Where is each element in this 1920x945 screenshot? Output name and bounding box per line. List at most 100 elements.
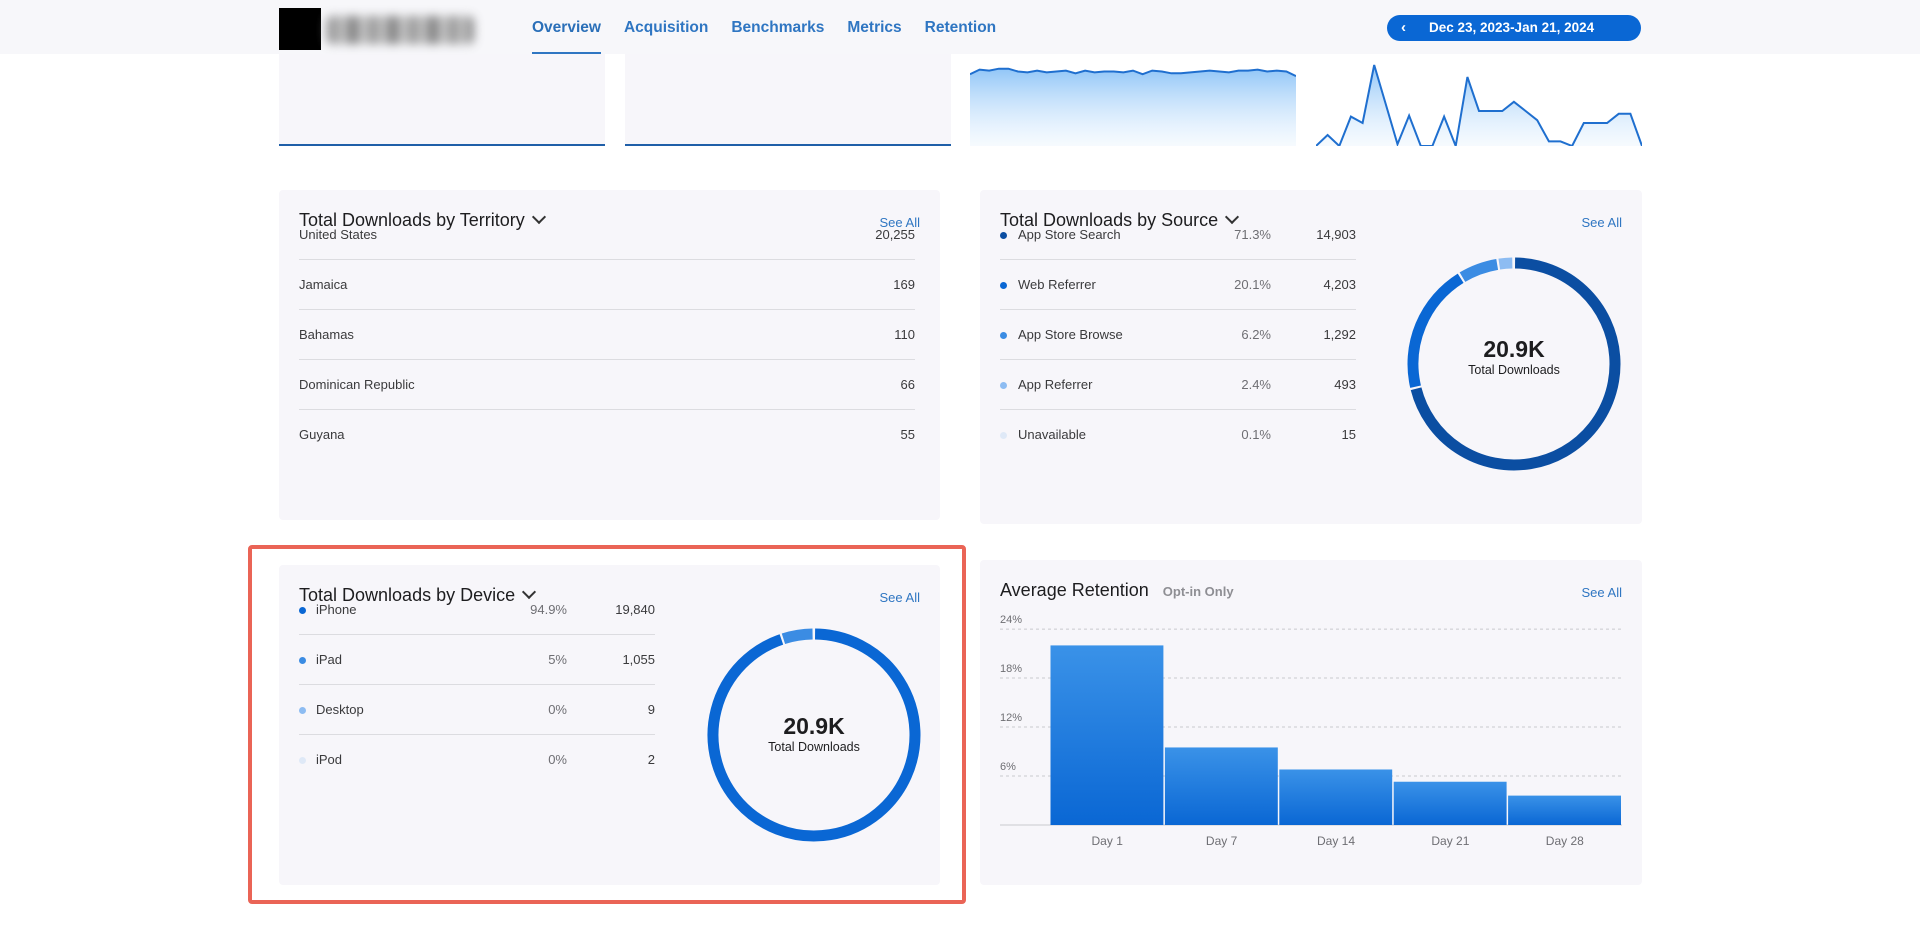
- x-tick-label: Day 14: [1317, 834, 1355, 848]
- territory-value: 20,255: [875, 227, 915, 242]
- retention-bar: [1393, 781, 1507, 825]
- retention-subtitle: Opt-in Only: [1162, 584, 1234, 599]
- device-see-all-link[interactable]: See All: [879, 590, 920, 605]
- source-percent: 20.1%: [1234, 277, 1271, 292]
- tab-retention[interactable]: Retention: [924, 19, 997, 36]
- retention-see-all-link[interactable]: See All: [1581, 585, 1622, 600]
- donut-total-label: Total Downloads: [768, 740, 860, 754]
- metric-card-3[interactable]: [970, 54, 1296, 146]
- device-row[interactable]: iPod 0% 2: [299, 735, 655, 785]
- sparkline-line: [970, 67, 1296, 78]
- donut-segment: [781, 628, 813, 645]
- device-name: iPhone: [316, 602, 357, 617]
- territory-row[interactable]: Dominican Republic 66: [299, 360, 915, 410]
- source-value: 1,292: [1323, 327, 1356, 342]
- device-name: Desktop: [316, 702, 364, 717]
- device-card: Total Downloads by Device See All iPhone…: [279, 565, 940, 885]
- legend-dot: [1000, 332, 1007, 339]
- donut-total: 20.9K: [1483, 336, 1545, 362]
- source-donut-chart[interactable]: 20.9K Total Downloads: [1404, 254, 1624, 474]
- device-row[interactable]: iPhone 94.9% 19,840: [299, 585, 655, 635]
- territory-title-text: Total Downloads by Territory: [299, 210, 525, 230]
- legend-dot: [299, 607, 306, 614]
- device-percent: 0%: [548, 702, 567, 717]
- nav-tabs: Overview Acquisition Benchmarks Metrics …: [532, 0, 1019, 54]
- donut-svg: [707, 628, 921, 842]
- retention-card: Average Retention Opt-in Only See All 24%…: [980, 560, 1642, 885]
- date-range-label: Dec 23, 2023-Jan 21, 2024: [1429, 20, 1595, 35]
- device-value: 19,840: [615, 602, 655, 617]
- source-card: Total Downloads by Source See All App St…: [980, 190, 1642, 524]
- sparkline-line: [1316, 64, 1642, 146]
- source-title[interactable]: Total Downloads by Source: [1000, 209, 1240, 231]
- source-title-text: Total Downloads by Source: [1000, 210, 1219, 230]
- territory-row[interactable]: Jamaica 169: [299, 260, 915, 310]
- chevron-left-icon[interactable]: ‹: [1401, 19, 1406, 36]
- territory-value: 55: [900, 427, 915, 442]
- tab-overview[interactable]: Overview: [532, 0, 601, 54]
- retention-bar: [1279, 769, 1393, 825]
- tab-benchmarks[interactable]: Benchmarks: [731, 19, 825, 36]
- source-value: 4,203: [1323, 277, 1356, 292]
- retention-bar-chart: 24% 18% 12% 6% Day 1 Day 7 Day 14 Day 21 Day 28: [1000, 614, 1622, 848]
- legend-dot: [299, 707, 306, 714]
- device-name: iPad: [316, 652, 343, 667]
- territory-row[interactable]: Guyana 55: [299, 410, 915, 460]
- territory-see-all-link[interactable]: See All: [879, 215, 920, 230]
- metric-card-4[interactable]: [1316, 54, 1642, 146]
- donut-segment: [707, 628, 921, 842]
- device-row[interactable]: iPad 5% 1,055: [299, 635, 655, 685]
- x-tick-label: Day 1: [1092, 834, 1124, 848]
- retention-bar: [1164, 747, 1278, 825]
- source-row[interactable]: App Referrer 2.4% 493: [1000, 360, 1356, 410]
- donut-center: 20.9K Total Downloads: [1404, 336, 1624, 378]
- sparkline-area: [1316, 65, 1642, 146]
- tab-acquisition[interactable]: Acquisition: [623, 19, 709, 36]
- territory-title[interactable]: Total Downloads by Territory: [299, 209, 546, 231]
- device-donut-chart[interactable]: 20.9K Total Downloads: [704, 625, 924, 845]
- source-row[interactable]: App Store Search 71.3% 14,903: [1000, 210, 1356, 260]
- sparkline-chart: [970, 67, 1296, 146]
- source-name: Web Referrer: [1018, 277, 1096, 292]
- territory-value: 66: [900, 377, 915, 392]
- device-percent: 0%: [548, 752, 567, 767]
- territory-value: 169: [893, 277, 915, 292]
- y-tick-label: 6%: [1000, 761, 1016, 773]
- device-name: iPod: [316, 752, 343, 767]
- source-name: Unavailable: [1018, 427, 1086, 442]
- x-tick-label: Day 28: [1546, 834, 1584, 848]
- y-tick-label: 12%: [1000, 712, 1022, 724]
- metric-card-2[interactable]: [625, 54, 951, 146]
- tab-metrics[interactable]: Metrics: [847, 19, 902, 36]
- territory-row[interactable]: United States 20,255: [299, 210, 915, 260]
- source-row[interactable]: App Store Browse 6.2% 1,292: [1000, 310, 1356, 360]
- donut-segment: [1410, 257, 1621, 471]
- legend-dot: [1000, 282, 1007, 289]
- source-value: 493: [1334, 377, 1356, 392]
- x-tick-label: Day 21: [1431, 834, 1469, 848]
- device-value: 2: [647, 752, 655, 767]
- donut-total: 20.9K: [783, 713, 845, 739]
- y-tick-label: 24%: [1000, 614, 1022, 626]
- device-title[interactable]: Total Downloads by Device: [299, 584, 537, 606]
- device-value: 9: [647, 702, 655, 717]
- legend-dot: [299, 657, 306, 664]
- top-nav-bar: Overview Acquisition Benchmarks Metrics …: [0, 0, 1920, 54]
- source-value: 14,903: [1316, 227, 1356, 242]
- source-see-all-link[interactable]: See All: [1581, 215, 1622, 230]
- metric-card-1[interactable]: [279, 54, 605, 146]
- y-tick-label: 18%: [1000, 663, 1022, 675]
- date-range-button[interactable]: ‹ Dec 23, 2023-Jan 21, 2024: [1387, 15, 1641, 41]
- donut-total-label: Total Downloads: [1468, 363, 1560, 377]
- donut-segment: [1407, 273, 1464, 388]
- device-row[interactable]: Desktop 0% 9: [299, 685, 655, 735]
- donut-center: 20.9K Total Downloads: [704, 713, 924, 755]
- app-icon[interactable]: [279, 8, 321, 50]
- territory-name: Jamaica: [299, 277, 348, 292]
- territory-row[interactable]: Bahamas 110: [299, 310, 915, 360]
- source-row[interactable]: Unavailable 0.1% 15: [1000, 410, 1356, 460]
- sparkline-chart: [1316, 64, 1642, 146]
- source-name: App Store Browse: [1018, 327, 1123, 342]
- source-percent: 2.4%: [1241, 377, 1271, 392]
- source-row[interactable]: Web Referrer 20.1% 4,203: [1000, 260, 1356, 310]
